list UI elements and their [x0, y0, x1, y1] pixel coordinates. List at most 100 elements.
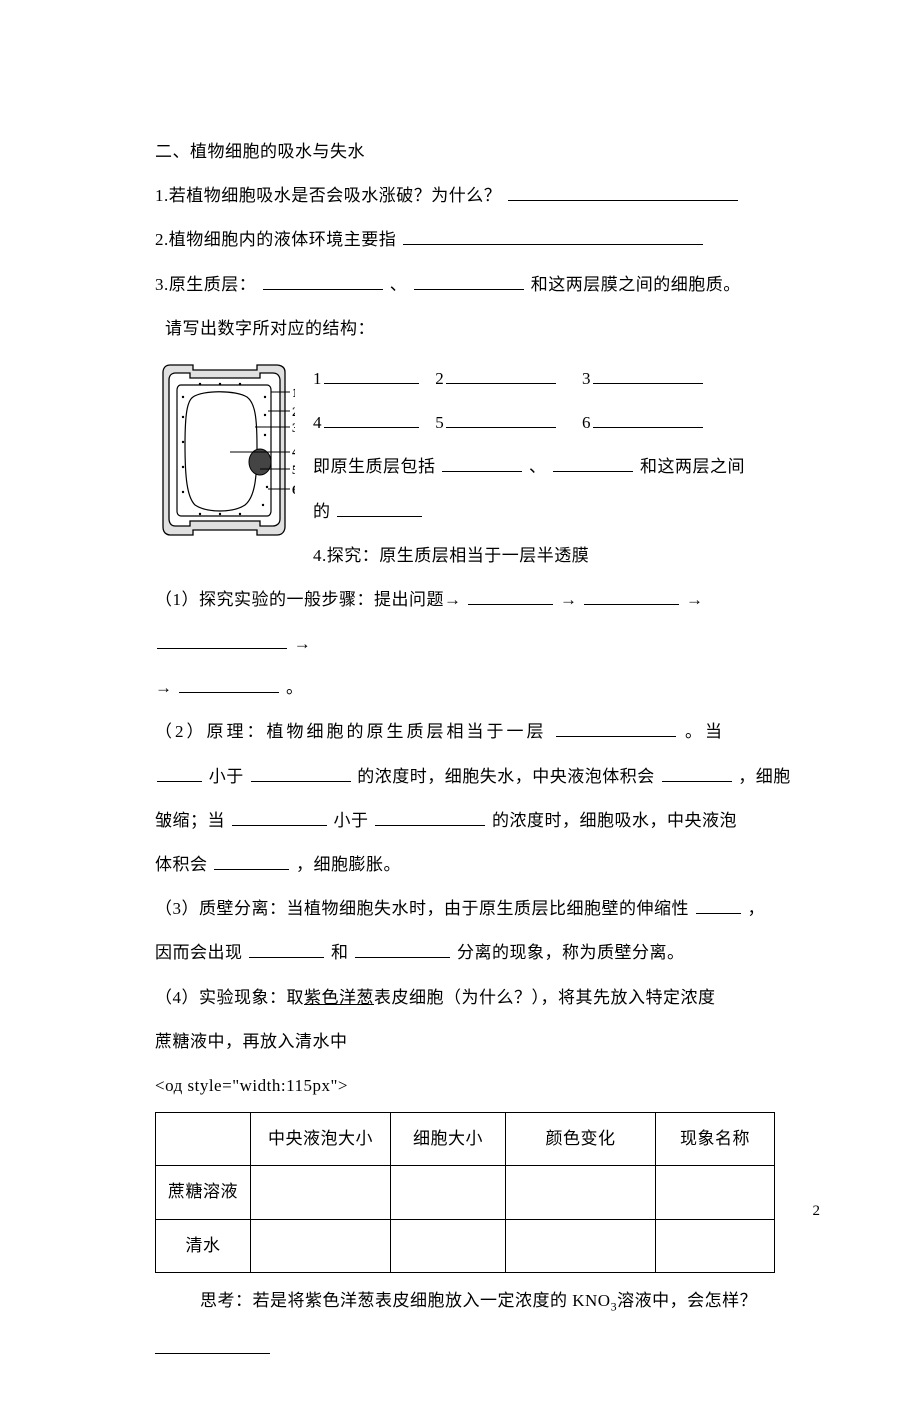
label-instruction: 请写出数字所对应的结构：: [155, 307, 830, 351]
step1-line2: → 。: [155, 666, 830, 710]
q4-title: 4.探究：原生质层相当于一层半透膜: [313, 534, 830, 578]
table-row: 蔗糖溶液: [156, 1166, 775, 1219]
step4-line2: 蔗糖液中，再放入清水中: [155, 1020, 830, 1064]
step2-line3b: 小于: [334, 811, 369, 830]
step2-blank1: [556, 719, 676, 737]
step2-pre2a: 小于: [209, 767, 244, 786]
step2-line2: 小于 的浓度时，细胞失水，中央液泡体积会 ，细胞: [155, 755, 830, 799]
step2-blank3: [662, 764, 732, 782]
step3-blank2: [249, 940, 324, 958]
q3-suffix: 和这两层膜之间的细胞质。: [531, 275, 741, 294]
observation-table: 中央液泡大小 细胞大小 颜色变化 现象名称 蔗糖溶液 清水: [155, 1112, 775, 1273]
step1-blank2: [584, 587, 679, 605]
th-2: 细胞大小: [391, 1113, 506, 1166]
step3e: 分离的现象，称为质壁分离。: [457, 943, 685, 962]
yuan-blank3: [337, 499, 422, 517]
step2-line4a: 体积会: [155, 855, 208, 874]
q3-blank2: [414, 272, 524, 290]
step1-blank3: [157, 631, 287, 649]
q3-blank1: [263, 272, 383, 290]
arrow2: →: [686, 590, 704, 609]
step2-line3c: 的浓度时，细胞吸水，中央液泡: [492, 811, 737, 830]
step4-ul: 紫色洋葱: [304, 988, 374, 1007]
r2c1: [251, 1219, 391, 1272]
yuan-blank2: [553, 454, 633, 472]
th-0: [156, 1113, 251, 1166]
step2-pre2c: ，细胞: [738, 767, 791, 786]
lbl1-blank: [324, 366, 419, 384]
step2-line4: 体积会 ，细胞膨胀。: [155, 843, 830, 887]
yuan-mid2: 和这两层之间: [640, 457, 745, 476]
svg-text:6: 6: [292, 482, 295, 497]
th-3: 颜色变化: [506, 1113, 656, 1166]
step2-line3: 皱缩；当 小于 的浓度时，细胞吸水，中央液泡: [155, 799, 830, 843]
step2-line3a: 皱缩；当: [155, 811, 225, 830]
q1: 1.若植物细胞吸水是否会吸水涨破？为什么？: [155, 174, 830, 218]
think-post: 溶液中，会怎样？: [617, 1291, 757, 1310]
step3-blank3: [355, 940, 450, 958]
lbl2-blank: [446, 366, 556, 384]
svg-text:1: 1: [292, 385, 295, 400]
yuan-tail-pre: 的: [313, 502, 331, 521]
step1-end: 。: [286, 678, 304, 697]
step2-pre1: （2）原理：植物细胞的原生质层相当于一层: [155, 722, 547, 741]
step3a: （3）质壁分离：当植物细胞失水时，由于原生质层比细胞壁的伸缩性: [155, 899, 689, 918]
think-line: 思考：若是将紫色洋葱表皮细胞放入一定浓度的 KNO3溶液中，会怎样？: [155, 1279, 830, 1323]
q2-text: 2.植物细胞内的液体环境主要指: [155, 230, 396, 249]
r2c3: [506, 1219, 656, 1272]
svg-text:3: 3: [292, 420, 295, 435]
proto-layer-line1: 即原生质层包括 、 和这两层之间: [313, 445, 830, 489]
step2-blank4: [232, 808, 327, 826]
footnote-separator: [155, 1353, 270, 1354]
step1-blank4: [179, 675, 279, 693]
svg-text:2: 2: [292, 404, 295, 419]
section-heading: 二、植物细胞的吸水与失水: [155, 130, 830, 174]
step3-line2: 因而会出现 和 分离的现象，称为质壁分离。: [155, 931, 830, 975]
r2c0: 清水: [156, 1219, 251, 1272]
step3-line1: （3）质壁分离：当植物细胞失水时，由于原生质层比细胞壁的伸缩性 ，: [155, 887, 830, 931]
r1c1: [251, 1166, 391, 1219]
step1-line: （1）探究实验的一般步骤：提出问题→ → → →: [155, 578, 830, 666]
q2: 2.植物细胞内的液体环境主要指: [155, 218, 830, 262]
cell-diagram: 1 2 3 4 5 6: [155, 357, 295, 542]
r1c3: [506, 1166, 656, 1219]
r2c4: [656, 1219, 775, 1272]
q3: 3.原生质层： 、 和这两层膜之间的细胞质。: [155, 263, 830, 307]
lbl5-blank: [446, 410, 556, 428]
arrow4: →: [155, 678, 173, 697]
lbl1: 1: [313, 369, 322, 388]
step3b: ，: [748, 899, 766, 918]
step3-blank1: [696, 896, 741, 914]
yuan-mid1: 、: [529, 457, 547, 476]
step1-blank1: [468, 587, 553, 605]
lbl4: 4: [313, 413, 322, 432]
page-number: 2: [813, 1203, 821, 1220]
r2c2: [391, 1219, 506, 1272]
lbl6-blank: [593, 410, 703, 428]
step2-line2-blank0: [157, 764, 202, 782]
r1c2: [391, 1166, 506, 1219]
th-4: 现象名称: [656, 1113, 775, 1166]
svg-text:5: 5: [292, 462, 295, 477]
q2-blank: [403, 227, 703, 245]
labels-row2: 4 5 6: [313, 401, 830, 445]
step1-pre: （1）探究实验的一般步骤：提出问题→: [155, 590, 462, 609]
yuan-pre: 即原生质层包括: [313, 457, 436, 476]
step4a: （4）实验现象：取: [155, 988, 304, 1007]
lbl3: 3: [582, 369, 591, 388]
svg-text:4: 4: [292, 444, 295, 459]
r1c0: 蔗糖溶液: [156, 1166, 251, 1219]
step2-pre1-end: 。当: [685, 722, 725, 741]
labels-row1: 1 2 3: [313, 357, 830, 401]
r1c4: [656, 1166, 775, 1219]
yuan-blank1: [442, 454, 522, 472]
th-1: 中央液泡大小: [251, 1113, 391, 1166]
lbl5: 5: [435, 413, 444, 432]
lbl4-blank: [324, 410, 419, 428]
think-pre: 思考：若是将紫色洋葱表皮细胞放入一定浓度的 KNO: [200, 1291, 611, 1310]
lbl6: 6: [582, 413, 591, 432]
step3d: 和: [331, 943, 349, 962]
step2-line4b: ，细胞膨胀。: [296, 855, 401, 874]
table-row: 中央液泡大小 细胞大小 颜色变化 现象名称: [156, 1113, 775, 1166]
step2-pre2b: 的浓度时，细胞失水，中央液泡体积会: [357, 767, 655, 786]
